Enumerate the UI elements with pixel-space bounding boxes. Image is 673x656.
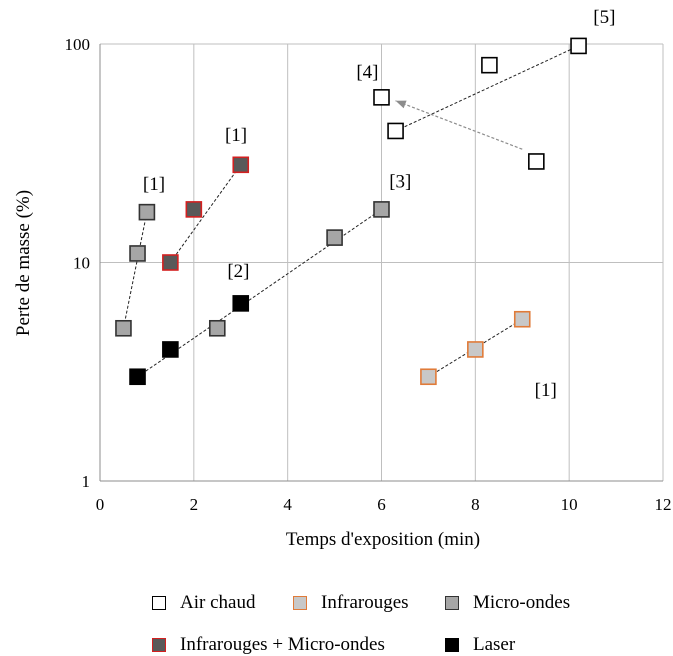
annotation-label: [1] [535, 380, 557, 401]
legend: Air chaud Infrarouges Micro-ondes Infraroug… [0, 585, 673, 655]
data-point [232, 295, 250, 312]
data-point [326, 229, 343, 246]
y-tick-label: 1 [82, 472, 91, 491]
y-tick-label: 10 [73, 254, 90, 273]
x-tick-label: 6 [377, 495, 386, 514]
x-tick-label: 0 [96, 495, 105, 514]
annotation-label: [3] [389, 172, 411, 193]
data-point [232, 156, 250, 174]
legend-swatch [293, 596, 307, 610]
data-point [513, 310, 531, 328]
y-tick-label: 100 [65, 35, 91, 54]
annotation-label: [4] [356, 62, 378, 83]
data-point [138, 203, 156, 221]
legend-item: Infrarouges + Micro-ondes [152, 634, 385, 656]
legend-label: Infrarouges + Micro-ondes [180, 634, 385, 655]
legend-swatch [445, 596, 459, 610]
arrow-head [395, 100, 407, 109]
data-point [162, 254, 179, 271]
data-point [373, 201, 390, 218]
annotation-label: [5] [593, 7, 615, 28]
x-tick-label: 8 [471, 495, 480, 514]
arrow-line [395, 100, 523, 150]
data-point [208, 319, 226, 337]
chart-svg: 0 2 4 6 8 10 12 1 10 100 [1] [1] [2] [3] [4] [5] [1] T… [13, 7, 672, 550]
legend-item: Laser [445, 634, 515, 656]
annotation-label: [2] [227, 261, 249, 282]
annotation-label: [1] [225, 125, 247, 146]
annotations: [1] [1] [2] [3] [4] [5] [1] [143, 7, 616, 401]
arrow-lines [395, 100, 523, 150]
legend-label: Laser [473, 634, 516, 655]
x-tick-label: 10 [561, 495, 578, 514]
data-point [387, 122, 404, 140]
data-point [185, 201, 203, 218]
plot-frame [99, 44, 663, 482]
trend-line [395, 45, 579, 132]
x-tick-label: 12 [655, 495, 672, 514]
data-point [129, 245, 146, 262]
legend-label: Air chaud [180, 592, 256, 613]
legend-item: Infrarouges [293, 592, 409, 614]
y-axis-label: Perte de masse (%) [13, 190, 34, 336]
legend-label: Micro-ondes [473, 592, 571, 613]
legend-swatch [445, 638, 459, 652]
x-tick-labels: 0 2 4 6 8 10 12 [96, 495, 672, 514]
data-point [420, 368, 437, 386]
x-tick-label: 2 [190, 495, 199, 514]
data-point [467, 341, 484, 358]
data-point [481, 56, 498, 74]
trend-line [122, 212, 148, 329]
y-tick-labels: 1 10 100 [65, 35, 91, 491]
data-points [115, 37, 587, 386]
data-point [528, 153, 545, 170]
annotation-label: [1] [143, 174, 165, 195]
data-point [162, 341, 179, 358]
grid-lines [100, 43, 664, 481]
legend-label: Infrarouges [321, 592, 409, 613]
legend-item: Air chaud [152, 592, 255, 614]
data-point [570, 37, 587, 55]
data-point [373, 89, 390, 106]
legend-swatch [152, 638, 166, 652]
legend-swatch [152, 596, 166, 610]
data-point [115, 319, 132, 337]
data-point [129, 368, 146, 386]
legend-item: Micro-ondes [445, 592, 570, 614]
x-tick-label: 4 [283, 495, 292, 514]
trend-line [169, 164, 242, 263]
x-axis-label: Temps d'exposition (min) [286, 529, 480, 550]
